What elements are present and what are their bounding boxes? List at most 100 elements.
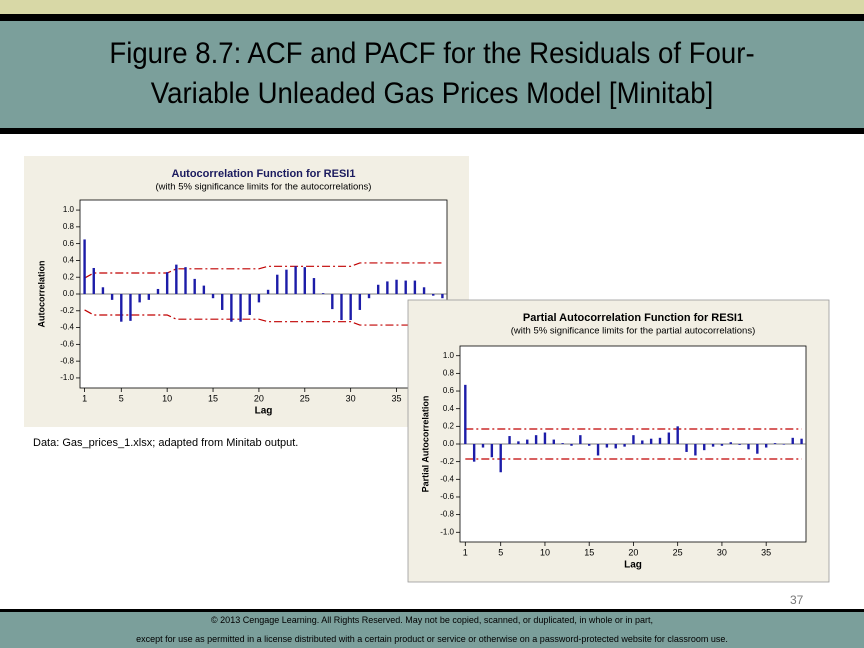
y-axis-label: Autocorrelation [36, 260, 46, 327]
y-tick-label: -0.4 [60, 323, 74, 332]
chart: 1.00.80.60.40.20.0-0.2-0.4-0.6-0.8-1.01 5… [24, 156, 469, 427]
bar [623, 444, 626, 447]
x-axis-label: Lag [255, 406, 273, 417]
x-tick-label: 15 [208, 393, 218, 403]
bar [413, 280, 417, 294]
chart: 1.00.80.60.40.20.0-0.2-0.4-0.6-0.8-1.01 5… [407, 299, 830, 583]
bar [101, 287, 105, 294]
bar [517, 441, 520, 444]
x-tick-label: 10 [162, 393, 172, 403]
significance-limit [84, 309, 443, 326]
bar [432, 294, 435, 296]
bar [303, 267, 306, 294]
bar [211, 294, 215, 299]
bar [349, 294, 352, 321]
bar [441, 294, 444, 299]
bar [266, 289, 270, 294]
bar [791, 437, 794, 444]
y-tick-label: -0.2 [440, 457, 454, 466]
bar [386, 281, 389, 294]
x-tick-label: 10 [540, 547, 550, 557]
y-tick-label: 0.6 [63, 239, 75, 248]
x-tick-label: 20 [254, 393, 264, 403]
y-tick-label: -0.4 [440, 474, 454, 483]
slide-title: Variable Unleaded Gas Prices Model [Mini… [150, 77, 714, 110]
bar [340, 294, 343, 321]
y-tick-label: 0.2 [443, 421, 455, 430]
bar [596, 444, 600, 456]
bar [676, 426, 679, 444]
bar [294, 266, 297, 294]
divider [0, 14, 864, 21]
x-tick-label: 5 [119, 393, 124, 403]
divider [0, 609, 864, 612]
bar [543, 432, 547, 444]
bar [526, 439, 529, 444]
bar [147, 294, 151, 300]
bar [658, 437, 662, 444]
x-tick-label: 1 [463, 547, 468, 557]
bar [782, 444, 786, 445]
bar [120, 294, 123, 322]
bar [481, 444, 485, 448]
bar [175, 264, 178, 294]
bar [422, 287, 426, 294]
bar [667, 432, 671, 444]
bar [720, 444, 724, 446]
bar [490, 444, 494, 458]
bar [376, 284, 380, 294]
y-axis-label: Partial Autocorrelation [420, 396, 430, 493]
y-tick-label: 0.8 [63, 222, 75, 231]
bar [587, 444, 591, 446]
y-tick-label: -1.0 [60, 373, 74, 382]
bar [395, 279, 398, 294]
chart-title: Autocorrelation Function for RESI1 [172, 168, 356, 180]
footer: © 2013 Cengage Learning. All Rights Rese… [0, 612, 864, 648]
y-tick-label: -0.8 [60, 356, 74, 365]
bar [552, 439, 556, 444]
bar [230, 294, 233, 322]
page-number: 37 [790, 593, 804, 607]
footer-text: except for use as permitted in a license… [136, 634, 728, 644]
x-tick-label: 20 [628, 547, 638, 557]
y-tick-label: 0.4 [63, 256, 75, 265]
bar [202, 285, 206, 294]
x-tick-label: 1 [82, 393, 87, 403]
bar [110, 294, 114, 300]
bar [508, 436, 511, 444]
y-tick-label: -1.0 [440, 527, 454, 536]
y-tick-label: -0.8 [440, 510, 454, 519]
bar [472, 444, 476, 462]
bar [276, 274, 279, 294]
x-tick-label: 35 [761, 547, 771, 557]
bar [499, 444, 502, 473]
bar [773, 443, 777, 444]
footer-text: © 2013 Cengage Learning. All Rights Rese… [211, 615, 653, 625]
y-tick-label: 0.6 [443, 386, 455, 395]
bar [764, 444, 768, 448]
x-axis-label: Lag [624, 560, 642, 571]
bar [239, 294, 242, 322]
bar [193, 278, 196, 294]
bar [632, 435, 635, 444]
bar [703, 444, 706, 451]
y-tick-label: 0.0 [63, 289, 75, 298]
bar [331, 294, 334, 310]
bar [248, 294, 251, 315]
x-tick-label: 30 [346, 393, 356, 403]
y-tick-label: 1.0 [63, 205, 75, 214]
y-tick-label: 0.0 [443, 439, 455, 448]
bar [312, 278, 316, 294]
bar [756, 444, 759, 454]
divider [0, 128, 864, 134]
bar [221, 294, 224, 310]
bar [367, 294, 371, 299]
bar [738, 444, 741, 445]
x-tick-label: 25 [673, 547, 683, 557]
x-tick-label: 5 [498, 547, 503, 557]
bar [285, 269, 288, 294]
bar [184, 267, 187, 294]
bar [641, 440, 644, 444]
bar [579, 435, 582, 444]
